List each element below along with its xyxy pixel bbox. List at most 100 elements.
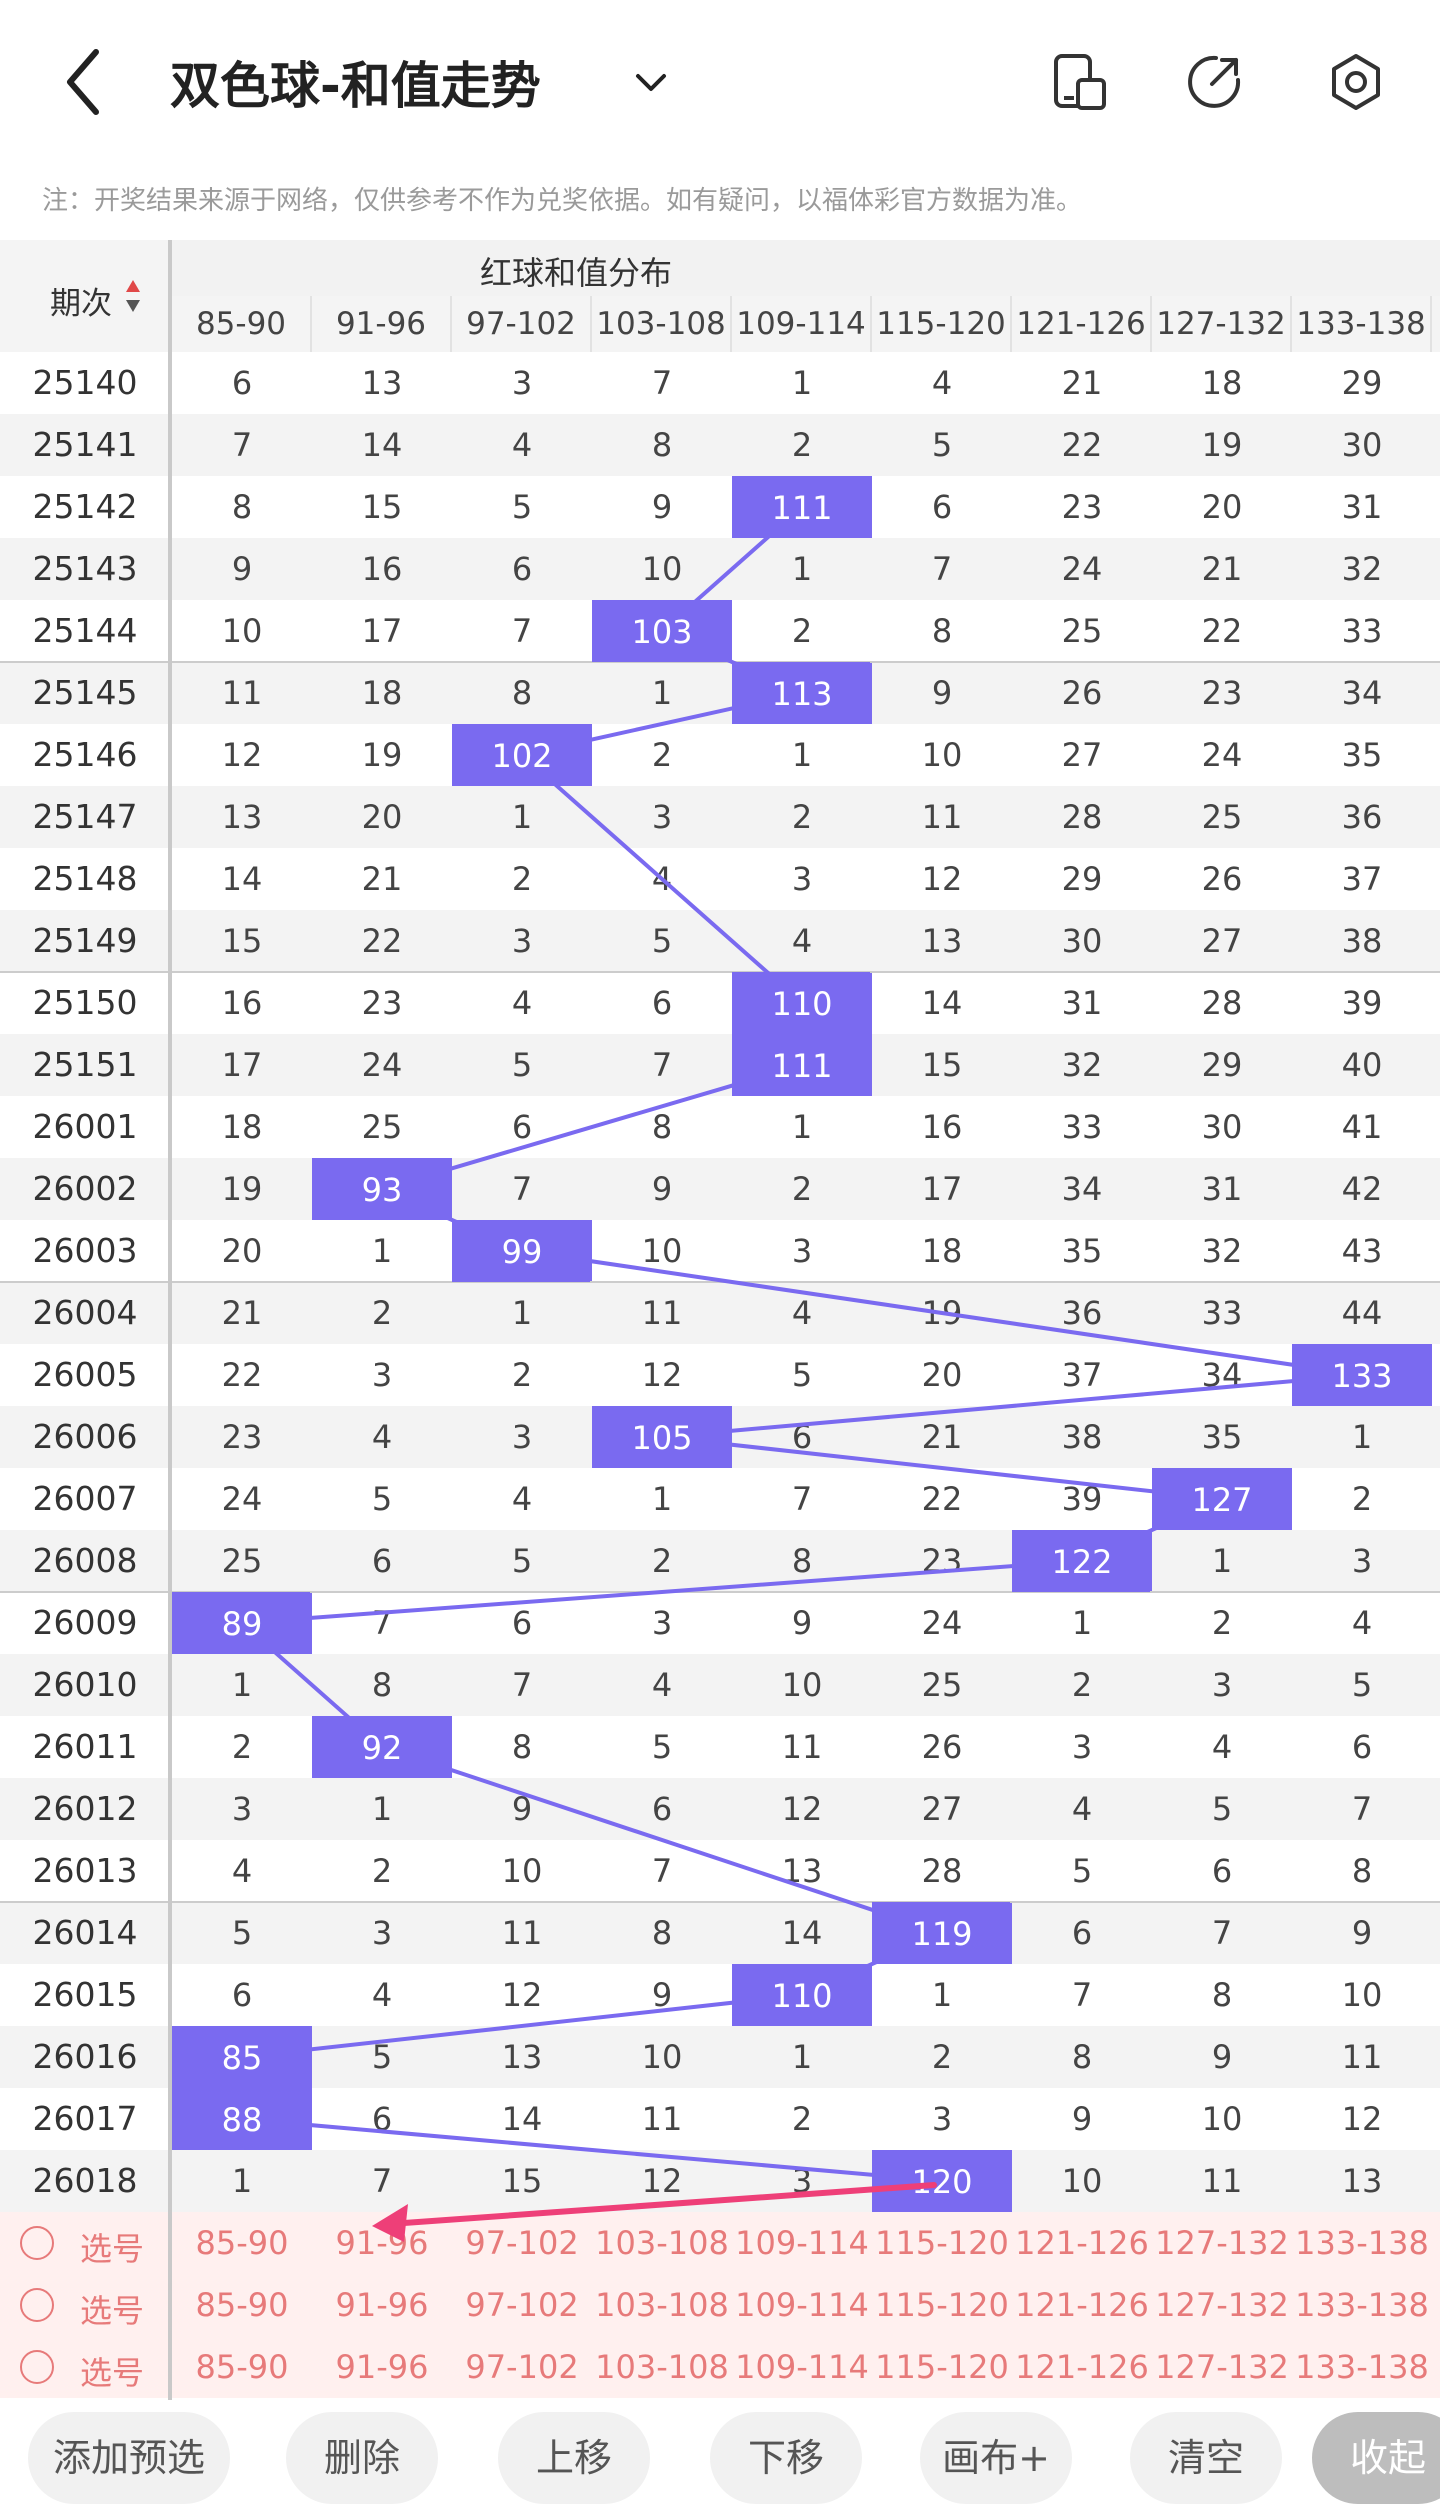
omission-cell: 22 <box>1061 426 1103 464</box>
period-cell: 25146 <box>32 735 138 774</box>
collapse-button[interactable]: 收起 <box>1312 2412 1440 2504</box>
pick-bucket-cell[interactable]: 115-120 <box>875 2286 1009 2324</box>
period-header[interactable]: 期次 <box>0 240 170 352</box>
pick-bucket-cell[interactable]: 109-114 <box>735 2224 869 2262</box>
pick-radio[interactable] <box>20 2226 54 2260</box>
pick-bucket-cell[interactable]: 103-108 <box>595 2286 729 2324</box>
omission-cell: 21 <box>1061 364 1103 402</box>
omission-cell: 6 <box>231 364 253 402</box>
top-bar: 双色球-和值走势 <box>0 0 1440 160</box>
period-cell: 25151 <box>32 1045 138 1084</box>
period-cell: 26014 <box>32 1913 138 1952</box>
trend-table[interactable]: 25140 6 13 3 7 1 4 21 18 29 25141 7 14 4 8 2 5 22 19 30 2514… <box>0 240 1440 2400</box>
pick-bucket-cell[interactable]: 85-90 <box>195 2224 289 2262</box>
pick-bucket-cell[interactable]: 121-126 <box>1015 2348 1149 2386</box>
pick-bucket-cell[interactable]: 91-96 <box>335 2348 429 2386</box>
pick-bucket-cell[interactable]: 115-120 <box>875 2224 1009 2262</box>
period-label: 期次 <box>50 286 112 322</box>
period-cell: 26001 <box>32 1107 138 1146</box>
period-cell: 25145 <box>32 673 138 712</box>
period-cell: 26005 <box>32 1355 138 1394</box>
bucket-header: 127-132 <box>1152 296 1292 352</box>
period-cell: 26012 <box>32 1789 138 1828</box>
period-cell: 26017 <box>32 2099 138 2138</box>
pick-bucket-cell[interactable]: 103-108 <box>595 2348 729 2386</box>
omission-cell: 4 <box>931 364 953 402</box>
table-row: 25140 6 13 3 7 1 4 21 18 29 <box>0 352 1440 414</box>
chevron-down-icon[interactable] <box>626 58 676 108</box>
bucket-header: 103-108 <box>592 296 732 352</box>
period-cell: 26013 <box>32 1851 138 1890</box>
pick-label: 选号 <box>80 2354 145 2392</box>
period-cell: 25148 <box>32 859 138 898</box>
bucket-header: 121-126 <box>1012 296 1152 352</box>
pick-bucket-cell[interactable]: 91-96 <box>335 2286 429 2324</box>
bottom-toolbar: 添加预选 删除 上移 下移 画布+ 清空 收起 <box>0 2400 1440 2519</box>
bucket-header: 133-138 <box>1292 296 1432 352</box>
pick-bucket-cell[interactable]: 109-114 <box>735 2286 869 2324</box>
bucket-header: 1 <box>1432 296 1440 352</box>
bucket-header: 109-114 <box>732 296 872 352</box>
pick-bucket-cell[interactable]: 85-90 <box>195 2286 289 2324</box>
pick-bucket-cell[interactable]: 103-108 <box>595 2224 729 2262</box>
pick-bucket-cell[interactable]: 133-138 <box>1295 2224 1429 2262</box>
omission-cell: 1 <box>791 364 813 402</box>
pick-bucket-cell[interactable]: 97-102 <box>465 2348 579 2386</box>
period-cell: 26011 <box>32 1727 138 1766</box>
clear-button[interactable]: 清空 <box>1130 2412 1282 2504</box>
pick-bucket-cell[interactable]: 85-90 <box>195 2348 289 2386</box>
period-cell: 25143 <box>32 549 138 588</box>
pick-bucket-cell[interactable]: 133-138 <box>1295 2348 1429 2386</box>
period-cell: 25141 <box>32 425 138 464</box>
pick-bucket-cell[interactable]: 121-126 <box>1015 2224 1149 2262</box>
pick-bucket-cell[interactable]: 97-102 <box>465 2286 579 2324</box>
sort-icon[interactable] <box>124 278 142 314</box>
period-cell: 26003 <box>32 1231 138 1270</box>
back-arrow-icon[interactable] <box>56 42 112 122</box>
omission-cell: 7 <box>651 364 673 402</box>
device-switch-icon[interactable] <box>1048 50 1112 114</box>
share-icon[interactable] <box>1182 50 1246 114</box>
pick-row: 选号 85-90 91-96 97-102 103-108 109-114 115-120 1… <box>0 2274 1440 2336</box>
period-cell: 26004 <box>32 1293 138 1332</box>
pick-bucket-cell[interactable]: 127-132 <box>1155 2224 1289 2262</box>
period-cell: 26006 <box>32 1417 138 1456</box>
delete-button[interactable]: 删除 <box>286 2412 438 2504</box>
pick-bucket-cell[interactable]: 133-138 <box>1295 2286 1429 2324</box>
period-cell: 25144 <box>32 611 138 650</box>
period-cell: 26018 <box>32 2161 138 2200</box>
period-cell: 25140 <box>32 363 138 402</box>
bucket-header: 85-90 <box>172 296 312 352</box>
add-preselect-button[interactable]: 添加预选 <box>28 2412 230 2504</box>
settings-icon[interactable] <box>1324 50 1388 114</box>
pick-bucket-cell[interactable]: 127-132 <box>1155 2348 1289 2386</box>
pick-bucket-cell[interactable]: 97-102 <box>465 2224 579 2262</box>
group-label: 红球和值分布 <box>480 254 673 292</box>
omission-cell: 5 <box>931 426 953 464</box>
pick-label: 选号 <box>80 2292 145 2330</box>
pick-bucket-cell[interactable]: 127-132 <box>1155 2286 1289 2324</box>
table-row: 25141 7 14 4 8 2 5 22 19 30 <box>0 414 1440 476</box>
omission-cell: 29 <box>1341 364 1383 402</box>
column-divider <box>168 240 172 2400</box>
pick-bucket-cell[interactable]: 115-120 <box>875 2348 1009 2386</box>
bucket-header: 97-102 <box>452 296 592 352</box>
move-down-button[interactable]: 下移 <box>710 2412 862 2504</box>
distribution-area: 红球和值分布 85-90 91-96 97-102 103-108 109-114 115… <box>170 240 1440 2400</box>
period-cell: 26015 <box>32 1975 138 2014</box>
bucket-header: 91-96 <box>312 296 452 352</box>
bucket-header: 115-120 <box>872 296 1012 352</box>
pick-radio[interactable] <box>20 2350 54 2384</box>
period-cell: 25149 <box>32 921 138 960</box>
period-cell: 25147 <box>32 797 138 836</box>
omission-cell: 7 <box>231 426 253 464</box>
move-up-button[interactable]: 上移 <box>498 2412 650 2504</box>
omission-cell: 14 <box>361 426 403 464</box>
canvas-plus-button[interactable]: 画布+ <box>920 2412 1072 2504</box>
period-cell: 25142 <box>32 487 138 526</box>
group-header: 红球和值分布 <box>170 240 1440 296</box>
pick-bucket-cell[interactable]: 121-126 <box>1015 2286 1149 2324</box>
period-cell: 26002 <box>32 1169 138 1208</box>
pick-radio[interactable] <box>20 2288 54 2322</box>
pick-bucket-cell[interactable]: 109-114 <box>735 2348 869 2386</box>
